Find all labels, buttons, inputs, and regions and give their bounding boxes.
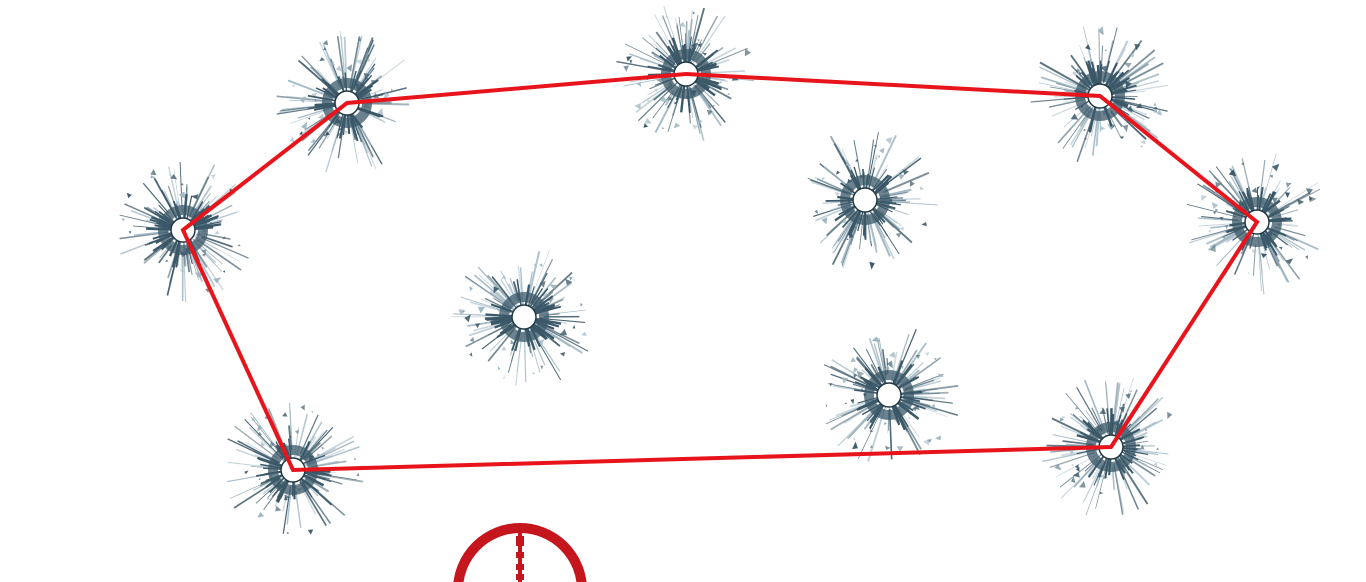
crosshair-tick	[516, 574, 524, 580]
crosshair-ring	[453, 523, 587, 582]
crosshair-tick	[516, 564, 524, 570]
hull-polygon	[180, 71, 1260, 473]
crosshair-tick	[516, 536, 524, 546]
crosshair-tick	[516, 552, 524, 558]
bullet-hole[interactable]	[451, 249, 589, 386]
crosshair-cursor[interactable]	[453, 523, 587, 582]
bullet-hole[interactable]	[807, 132, 938, 270]
bullet-hole[interactable]	[226, 402, 366, 535]
bullet-hole[interactable]	[1030, 26, 1168, 163]
bullet-hole[interactable]	[276, 31, 410, 173]
bullet-hole[interactable]	[823, 329, 959, 462]
bullet-holes-layer	[119, 6, 1321, 535]
